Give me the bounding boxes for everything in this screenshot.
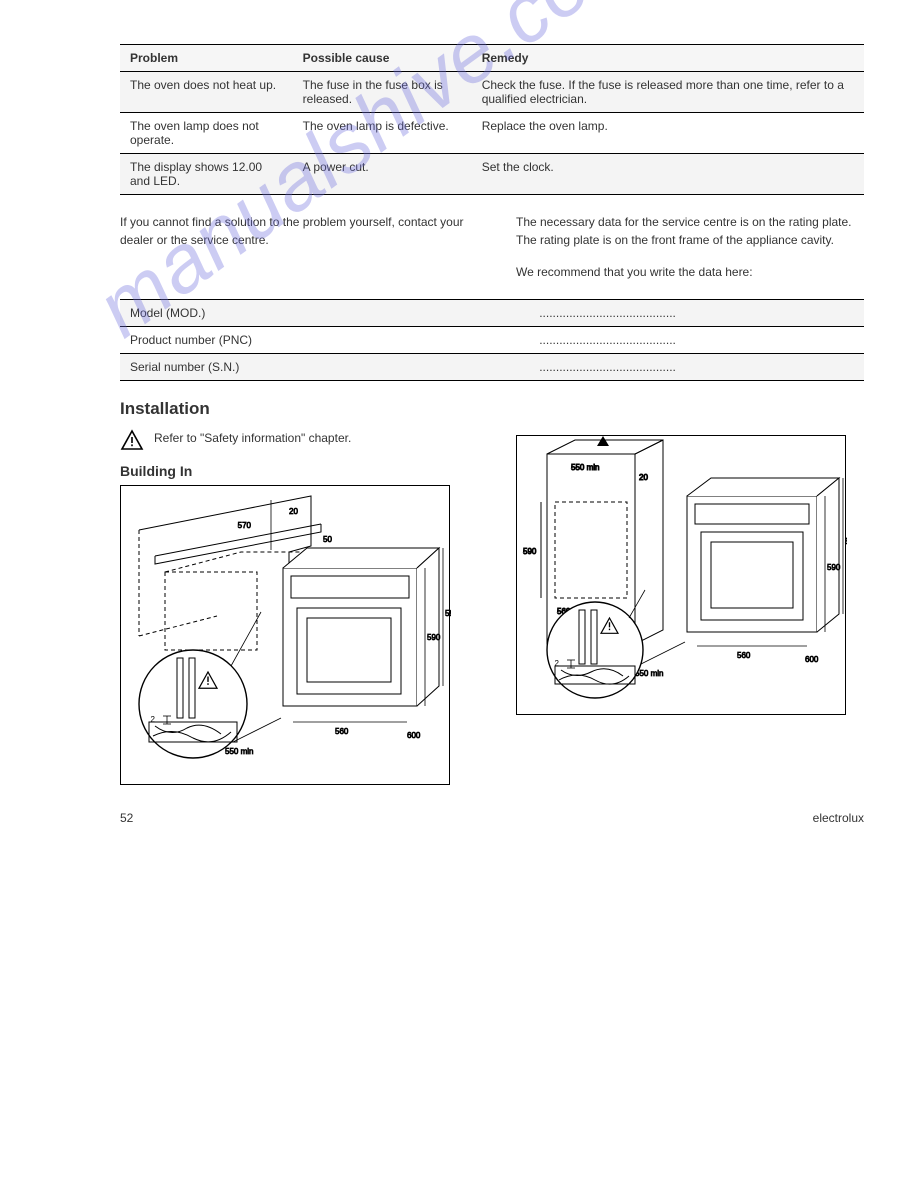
building-in-subhead: Building In (120, 463, 468, 479)
dim-text: 2 (555, 659, 560, 668)
ref-label: Product number (PNC) (120, 327, 529, 354)
cell-problem: The oven does not heat up. (120, 72, 293, 113)
service-text-columns: If you cannot find a solution to the pro… (120, 213, 864, 295)
ref-value: ........................................… (529, 327, 864, 354)
dim-text: 20 (639, 473, 648, 482)
warning-row: Refer to "Safety information" chapter. (120, 429, 468, 453)
cell-remedy: Check the fuse. If the fuse is released … (472, 72, 864, 113)
table-row: Product number (PNC) ...................… (120, 327, 864, 354)
service-text-right: The necessary data for the service centr… (516, 213, 864, 295)
table-header-row: Problem Possible cause Remedy (120, 45, 864, 72)
warning-icon (120, 429, 144, 453)
ref-label: Model (MOD.) (120, 300, 529, 327)
page-number: 52 (120, 811, 133, 825)
cell-cause: The oven lamp is defective. (293, 113, 472, 154)
diagram-under-counter: 594 590 570 20 50 560 (120, 485, 450, 785)
dim-text: 550 min (635, 669, 663, 678)
table-row: Model (MOD.) ...........................… (120, 300, 864, 327)
dim-text: 2 (151, 715, 156, 724)
table-row: The oven does not heat up. The fuse in t… (120, 72, 864, 113)
install-right-col: 550 min 20 590 560-570 (516, 429, 864, 785)
dim-text: 20 (289, 507, 298, 516)
service-para-2: The necessary data for the service centr… (516, 213, 864, 249)
page-footer: 52 electrolux (120, 811, 864, 825)
reference-table: Model (MOD.) ...........................… (120, 299, 864, 381)
ref-value: ........................................… (529, 300, 864, 327)
page-root: manualshive.com Problem Possible cause R… (0, 0, 918, 869)
dim-text: 560 (335, 727, 349, 736)
installation-heading: Installation (120, 399, 864, 419)
dim-text: 590 (523, 547, 537, 556)
cell-remedy: Replace the oven lamp. (472, 113, 864, 154)
dim-text: 550 min (571, 463, 599, 472)
dim-text: 570 (238, 521, 252, 530)
warning-text: Refer to "Safety information" chapter. (154, 429, 351, 447)
install-left-col: Refer to "Safety information" chapter. B… (120, 429, 468, 785)
dim-text: 600 (407, 731, 421, 740)
table-row: The display shows 12.00 and LED. A power… (120, 154, 864, 195)
dim-text: 590 (827, 563, 841, 572)
col-remedy: Remedy (472, 45, 864, 72)
ref-value: ........................................… (529, 354, 864, 381)
ref-label: Serial number (S.N.) (120, 354, 529, 381)
table-row: Serial number (S.N.) ...................… (120, 354, 864, 381)
dim-text: 594 (445, 609, 451, 618)
service-text-left: If you cannot find a solution to the pro… (120, 213, 468, 295)
diagram-tall-column: 550 min 20 590 560-570 (516, 435, 846, 715)
service-para-3: We recommend that you write the data her… (516, 263, 864, 281)
cell-remedy: Set the clock. (472, 154, 864, 195)
dim-text: 50 (323, 535, 332, 544)
install-columns: Refer to "Safety information" chapter. B… (120, 429, 864, 785)
dim-text: 590 (427, 633, 441, 642)
brand-name: electrolux (813, 811, 864, 825)
cell-cause: A power cut. (293, 154, 472, 195)
table-row: The oven lamp does not operate. The oven… (120, 113, 864, 154)
cell-problem: The display shows 12.00 and LED. (120, 154, 293, 195)
service-para-1: If you cannot find a solution to the pro… (120, 213, 468, 249)
dim-text: 594 (845, 537, 847, 546)
col-cause: Possible cause (293, 45, 472, 72)
dim-text: 560 (737, 651, 751, 660)
dim-text: 550 min (225, 747, 253, 756)
problems-table: Problem Possible cause Remedy The oven d… (120, 44, 864, 195)
dim-text: 600 (805, 655, 819, 664)
cell-problem: The oven lamp does not operate. (120, 113, 293, 154)
col-problem: Problem (120, 45, 293, 72)
cell-cause: The fuse in the fuse box is released. (293, 72, 472, 113)
